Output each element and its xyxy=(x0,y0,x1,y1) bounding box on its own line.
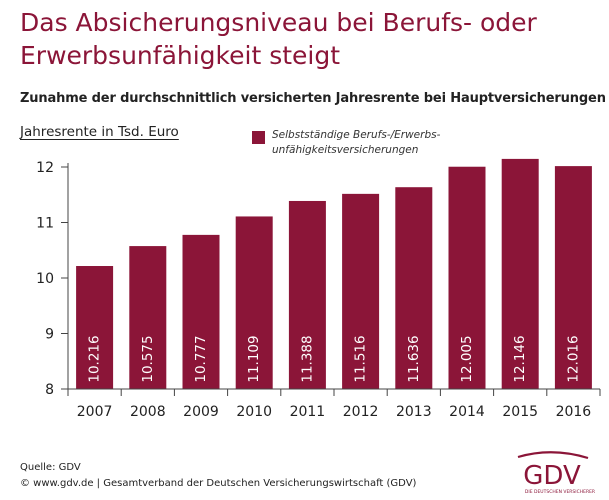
legend-label-line-2: unfähigkeitsversicherungen xyxy=(272,144,419,156)
legend-label-line-1: Selbstständige Berufs-/Erwerbs- xyxy=(272,129,441,141)
logo-tagline: DIE DEUTSCHEN VERSICHERER xyxy=(525,489,595,495)
y-tick-label: 12 xyxy=(36,160,54,176)
bar xyxy=(129,246,167,389)
bar-value-label: 12.016 xyxy=(565,335,581,382)
x-tick-label: 2010 xyxy=(236,404,272,420)
bar-value-label: 11.516 xyxy=(353,335,369,382)
legend-label: Selbstständige Berufs-/Erwerbs- unfähigk… xyxy=(272,128,532,158)
x-tick-label: 2013 xyxy=(396,404,432,420)
y-tick-label: 10 xyxy=(36,271,54,287)
bar-value-label: 11.109 xyxy=(246,335,262,382)
chart-title-line-2: Erwerbsunfähigkeit steigt xyxy=(20,41,341,70)
source-note: Quelle: GDV xyxy=(20,462,81,473)
chart-title: Das Absicherungsniveau bei Berufs- oder … xyxy=(20,6,600,72)
bar xyxy=(235,216,273,389)
copyright-note: © www.gdv.de | Gesamtverband der Deutsch… xyxy=(20,478,417,489)
y-tick-label: 9 xyxy=(45,327,54,343)
bar-value-label: 12.005 xyxy=(459,335,475,382)
bar-value-label: 12.146 xyxy=(512,335,528,382)
x-tick-label: 2009 xyxy=(183,404,219,420)
bar xyxy=(448,166,486,389)
bar xyxy=(76,266,114,389)
x-tick-label: 2012 xyxy=(343,404,379,420)
logo-text: GDV xyxy=(523,461,581,491)
legend-swatch xyxy=(252,131,265,144)
y-tick-label: 8 xyxy=(45,382,54,398)
chart-subtitle: Zunahme der durchschnittlich versicherte… xyxy=(20,91,606,106)
bar xyxy=(288,200,326,389)
bar xyxy=(182,234,220,389)
bar xyxy=(395,187,433,389)
x-tick-label: 2015 xyxy=(502,404,538,420)
bar-value-label: 10.777 xyxy=(193,335,209,382)
logo-swoosh xyxy=(517,451,589,460)
bar xyxy=(501,158,539,389)
bar xyxy=(554,166,592,389)
bar-value-label: 10.216 xyxy=(87,335,103,382)
y-tick-label: 11 xyxy=(36,216,54,232)
bar-value-label: 11.388 xyxy=(299,335,315,382)
bar xyxy=(342,193,380,389)
legend: Selbstständige Berufs-/Erwerbs- unfähigk… xyxy=(252,128,552,168)
bar-value-label: 11.636 xyxy=(406,335,422,382)
x-tick-label: 2008 xyxy=(130,404,166,420)
x-tick-label: 2011 xyxy=(290,404,326,420)
x-tick-label: 2014 xyxy=(449,404,485,420)
gdv-logo: GDV DIE DEUTSCHEN VERSICHERER xyxy=(517,451,595,495)
x-tick-label: 2007 xyxy=(77,404,113,420)
bar-value-label: 10.575 xyxy=(140,335,156,382)
chart-title-line-1: Das Absicherungsniveau bei Berufs- oder xyxy=(20,8,537,37)
y-axis-label: Jahresrente in Tsd. Euro xyxy=(20,124,179,140)
x-tick-label: 2016 xyxy=(556,404,592,420)
